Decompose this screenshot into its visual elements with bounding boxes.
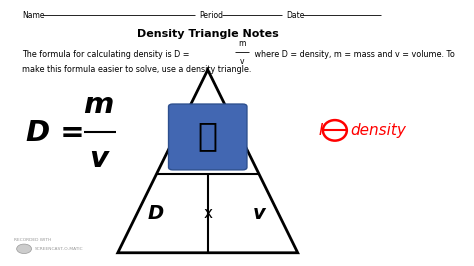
Text: Date: Date [286, 11, 304, 20]
FancyBboxPatch shape [169, 104, 247, 170]
Text: D: D [148, 204, 164, 223]
Text: The formula for calculating density is D =: The formula for calculating density is D… [22, 50, 192, 59]
Text: Period: Period [200, 11, 224, 20]
Text: SCREENCAST-O-MATIC: SCREENCAST-O-MATIC [35, 247, 83, 251]
Text: I: I [319, 123, 323, 138]
Text: where D = density, m = mass and v = volume. To: where D = density, m = mass and v = volu… [252, 50, 455, 59]
Text: v: v [240, 57, 244, 66]
Text: v: v [89, 145, 108, 173]
Text: density: density [350, 123, 406, 138]
Circle shape [17, 244, 31, 253]
Text: v: v [253, 204, 266, 223]
Text: Density Triangle Notes: Density Triangle Notes [137, 29, 279, 39]
Text: x: x [203, 206, 212, 221]
Text: 👍: 👍 [198, 119, 218, 152]
Text: make this formula easier to solve, use a density triangle.: make this formula easier to solve, use a… [22, 65, 251, 74]
Text: RECORDED WITH: RECORDED WITH [14, 238, 51, 242]
Text: D =: D = [26, 119, 85, 147]
Text: Name: Name [22, 11, 45, 20]
Text: m: m [238, 39, 246, 48]
Text: m: m [83, 90, 114, 119]
